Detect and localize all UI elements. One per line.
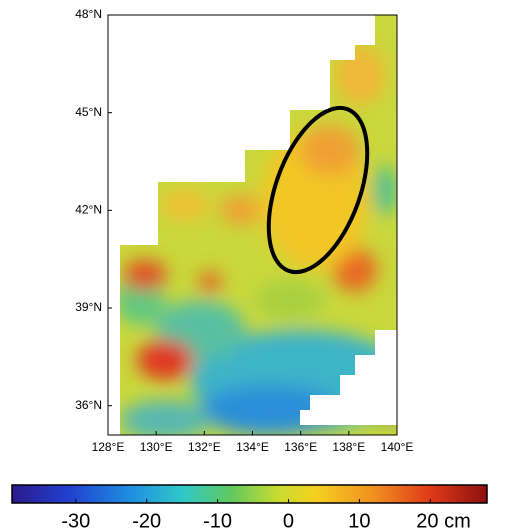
y-tick-label: 39°N [75,300,102,314]
colorbar-tick-label: 0 [283,510,294,532]
x-tick-label: 140°E [381,440,414,454]
x-tick-label: 128°E [92,440,125,454]
colorbar-tick-label: -10 [203,510,232,532]
highlight-ellipse [266,105,370,275]
y-tick-label: 45°N [75,105,102,119]
x-tick-label: 132°E [188,440,221,454]
colorbar-tick-label: 10 [348,510,370,532]
y-tick-label: 48°N [75,7,102,21]
colorbar-tick-label: 20 cm [416,510,470,532]
colorbar-tick-label: -20 [132,510,161,532]
y-tick-label: 36°N [75,398,102,412]
x-tick-label: 134°E [236,440,269,454]
colorbar [11,484,488,504]
colorbar-tick-label: -30 [61,510,90,532]
x-tick-label: 138°E [332,440,365,454]
x-tick-label: 130°E [140,440,173,454]
y-tick-label: 42°N [75,203,102,217]
sea-level-field [120,15,397,435]
x-tick-label: 136°E [284,440,317,454]
